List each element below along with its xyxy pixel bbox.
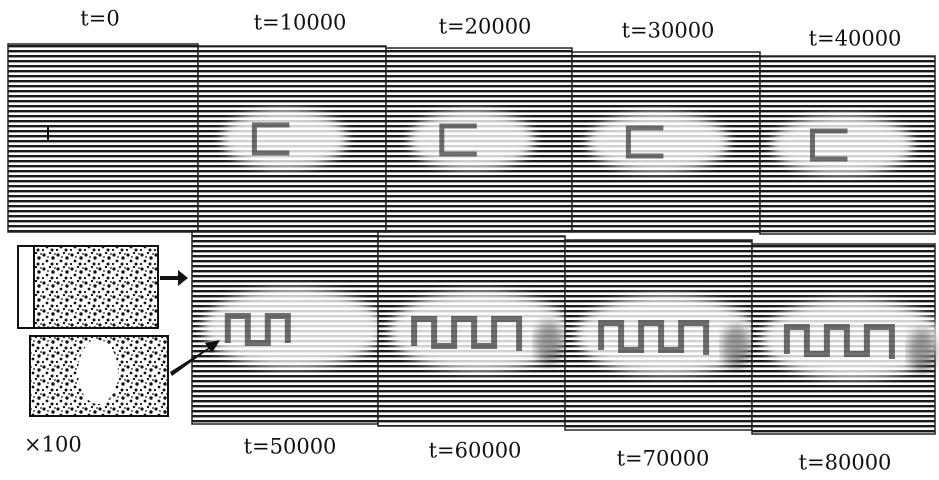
panel: [8, 44, 198, 232]
inset-box: [18, 246, 158, 328]
time-label: t=0: [80, 7, 119, 31]
panel: [565, 240, 756, 430]
panel: [198, 46, 386, 232]
time-label: t=40000: [809, 27, 902, 51]
disturbance: [772, 115, 914, 175]
time-label: t=80000: [799, 451, 892, 475]
panel: [572, 52, 760, 232]
dark-zone: [722, 325, 750, 369]
time-label: t=50000: [244, 435, 337, 459]
panel: [752, 244, 939, 434]
disturbance: [587, 112, 729, 172]
time-label: t=70000: [617, 447, 710, 471]
disturbance: [409, 110, 535, 170]
inset-group: ×100: [18, 246, 220, 457]
time-label: t=20000: [439, 15, 532, 39]
inset-label: ×100: [24, 433, 82, 457]
panel: [192, 232, 383, 424]
panel-field: [8, 44, 198, 232]
panel: [378, 236, 569, 426]
arrow: [160, 270, 188, 286]
time-label: t=30000: [622, 19, 715, 43]
inset-void: [78, 340, 118, 404]
time-label: t=60000: [429, 439, 522, 463]
dark-zone: [908, 329, 936, 373]
dark-zone: [535, 321, 563, 365]
panel: [386, 48, 572, 232]
figure: ×100 t=0 t=10000 t=20000 t=30000 t=40000 t=50…: [0, 0, 939, 480]
inset-strip: [18, 246, 34, 328]
disturbance: [221, 109, 347, 169]
time-label: t=10000: [254, 11, 347, 35]
panel: [760, 56, 935, 234]
